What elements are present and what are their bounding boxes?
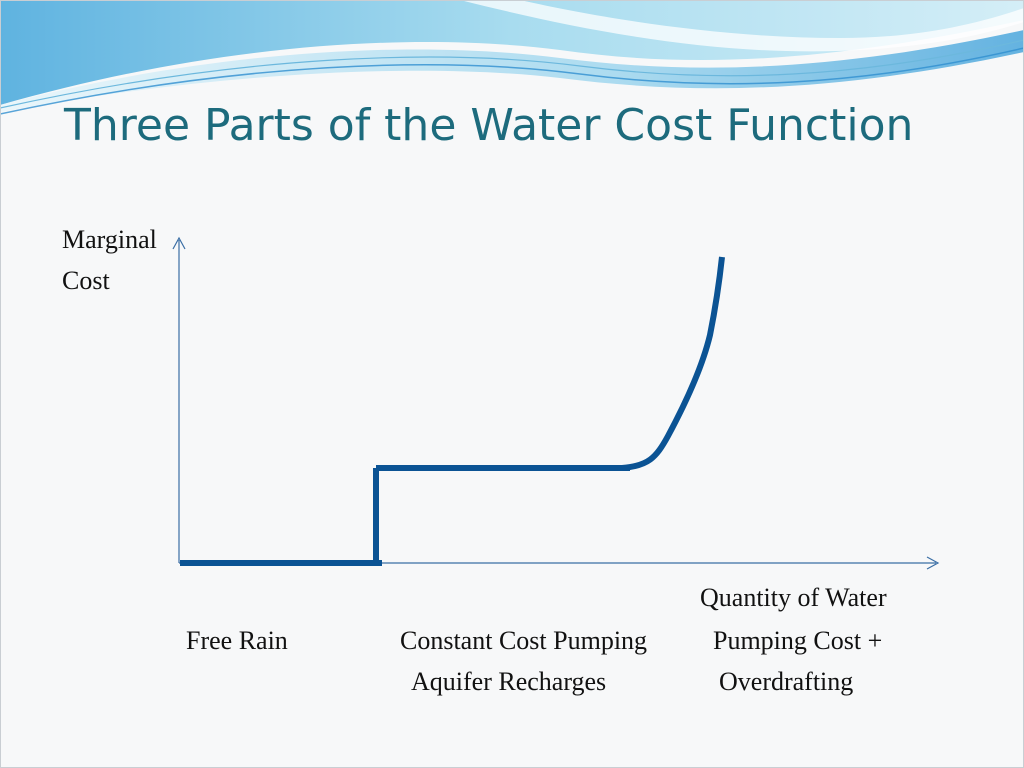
y-axis-label-line1: Marginal <box>62 225 157 254</box>
curve-overdrafting <box>621 256 725 471</box>
header-wave-line <box>0 39 1024 109</box>
segment-label-aquifer-recharges: Aquifer Recharges <box>411 667 607 696</box>
header-wave-decoration <box>0 0 1024 115</box>
header-wave-line <box>0 47 1024 115</box>
segment-label-pumping-cost: Pumping Cost + <box>713 626 883 655</box>
segment-label-overdrafting: Overdrafting <box>719 667 854 696</box>
header-wave-swoosh <box>460 0 1024 52</box>
segment-label-free-rain: Free Rain <box>186 626 288 655</box>
x-axis-arrow <box>926 556 940 570</box>
segment-label-constant-cost: Constant Cost Pumping <box>400 626 648 655</box>
x-axis-label: Quantity of Water <box>700 583 887 612</box>
slide-title: Three Parts of the Water Cost Function <box>64 100 914 151</box>
y-axis-label-line2: Cost <box>62 266 110 295</box>
header-wave-top <box>0 0 1024 105</box>
axes <box>172 236 940 570</box>
cost-curve <box>180 256 725 566</box>
header-wave-band <box>0 30 1024 112</box>
y-axis-arrow <box>172 236 186 250</box>
